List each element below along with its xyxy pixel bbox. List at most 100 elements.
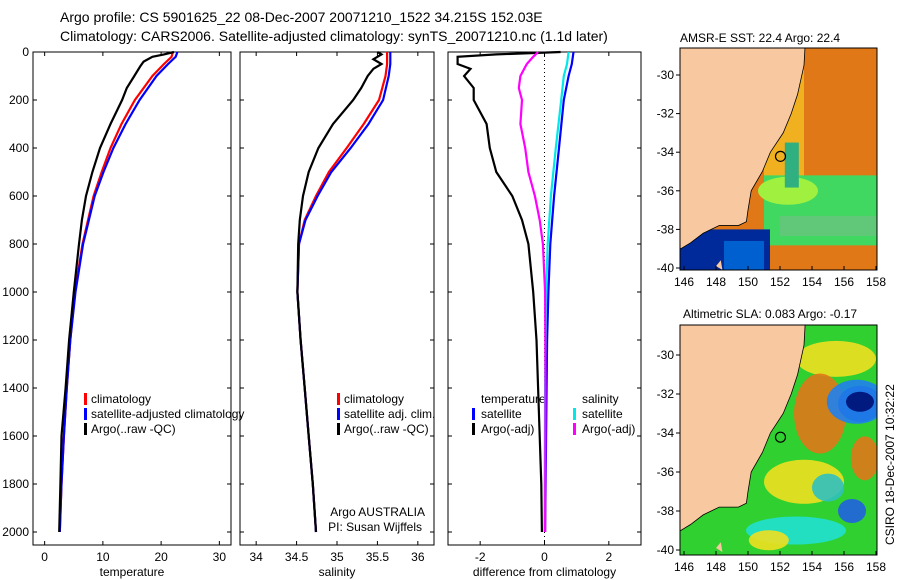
island — [716, 260, 723, 270]
land — [680, 325, 806, 531]
x-tick-label: 10 — [96, 550, 110, 564]
front — [758, 176, 818, 205]
legend-swatch-sal-argo — [573, 423, 576, 435]
y-tick-label: 800 — [9, 237, 29, 251]
x-axis-label: temperature — [100, 565, 165, 579]
legend-label: climatology — [344, 392, 404, 406]
map-field — [680, 325, 877, 555]
y-tick-label: 1600 — [2, 429, 29, 443]
legend-swatch-sal-satellite — [573, 408, 576, 420]
footer-stamp: CSIRO 18-Dec-2007 10:32:22 — [883, 384, 897, 545]
x-tick-label: 34 — [249, 550, 263, 564]
y-tick-label: 1000 — [2, 285, 29, 299]
difference-legend: temperature satellite Argo(-adj) salinit… — [472, 392, 635, 436]
sla-map-title: Altimetric SLA: 0.083 Argo: -0.17 — [683, 307, 857, 321]
y-tick-label: -30 — [657, 68, 675, 82]
anomaly-blob — [846, 391, 874, 412]
anomaly-blob — [812, 473, 844, 502]
y-tick-label: 1200 — [2, 333, 29, 347]
x-tick-label: 156 — [834, 560, 854, 574]
y-tick-label: 2000 — [2, 525, 29, 539]
x-tick-label: 146 — [674, 275, 694, 289]
y-tick-label: -34 — [657, 145, 675, 159]
y-tick-label: -32 — [657, 107, 675, 121]
x-tick-label: 154 — [802, 560, 822, 574]
x-tick-label: 36 — [411, 550, 425, 564]
salinity-legend: climatology satellite adj. clim. Argo(..… — [328, 392, 435, 534]
map-frame — [679, 47, 878, 271]
title-line-2: Climatology: CARS2006. Satellite-adjuste… — [60, 28, 608, 44]
legend-swatch-climatology — [84, 393, 87, 405]
legend-swatch-argo — [84, 423, 87, 435]
map-frame — [679, 324, 878, 556]
argo-position-marker — [774, 150, 787, 162]
y-tick-label: -40 — [657, 543, 675, 557]
y-tick-label: 0 — [22, 45, 29, 59]
legend-swatch-argo — [337, 423, 340, 435]
legend-label: climatology — [91, 392, 151, 406]
argo-pi: PI: Susan Wijffels — [328, 520, 422, 534]
y-tick-label: 600 — [9, 189, 29, 203]
legend-swatch-temp-satellite — [472, 408, 475, 420]
x-tick-label: 156 — [834, 275, 854, 289]
series-line-climatology — [58, 51, 174, 533]
temperature-legend: climatology satellite-adjusted climatolo… — [84, 392, 244, 436]
legend-label: satellite adj. clim. — [344, 407, 435, 421]
y-tick-label: -38 — [657, 504, 675, 518]
y-tick-label: 200 — [9, 93, 29, 107]
legend-label: satellite-adjusted climatology — [91, 407, 244, 421]
x-tick-label: 146 — [674, 560, 694, 574]
cool-band — [780, 215, 877, 236]
x-tick-label: 152 — [770, 275, 790, 289]
legend-label: Argo(..raw -QC) — [91, 422, 176, 436]
anomaly-blob — [796, 340, 876, 377]
x-tick-label: 152 — [770, 560, 790, 574]
island — [716, 542, 723, 552]
x-axis-label: salinity — [319, 565, 356, 579]
legend-title-temperature: temperature — [481, 392, 546, 406]
y-tick-label: -34 — [657, 426, 675, 440]
legend-label: Argo(..raw -QC) — [344, 422, 429, 436]
x-tick-label: 148 — [706, 275, 726, 289]
y-tick-label: -32 — [657, 387, 675, 401]
coastal-water — [784, 142, 799, 188]
x-tick-label: 20 — [154, 550, 168, 564]
legend-label: satellite — [582, 407, 623, 421]
x-tick-label: 2 — [605, 550, 612, 564]
y-tick-label: 1800 — [2, 477, 29, 491]
x-tick-label: -2 — [475, 550, 486, 564]
series-line-argo-raw-qc- — [58, 50, 175, 533]
legend-label: Argo(-adj) — [481, 422, 534, 436]
legend-label: satellite — [481, 407, 522, 421]
cold-water — [724, 240, 764, 270]
x-tick-label: 150 — [738, 560, 758, 574]
map-field — [680, 48, 877, 270]
x-tick-label: 158 — [866, 275, 886, 289]
legend-swatch-satellite — [337, 408, 340, 420]
y-tick-label: -36 — [657, 465, 675, 479]
profile-panel-salinity: 34 34.5 35 35.5 36 salinity — [239, 51, 435, 579]
x-tick-label: 30 — [213, 550, 227, 564]
legend-label: Argo(-adj) — [582, 422, 635, 436]
argo-position-marker — [774, 431, 787, 443]
x-axis-label: difference from climatology — [473, 565, 616, 579]
x-tick-label: 150 — [738, 275, 758, 289]
y-tick-label: 400 — [9, 141, 29, 155]
y-tick-label: -36 — [657, 184, 675, 198]
legend-swatch-temp-argo — [472, 423, 475, 435]
y-tick-label: -30 — [657, 348, 675, 362]
y-tick-label: -38 — [657, 222, 675, 236]
anomaly-blob — [838, 499, 866, 523]
series-line-satellite-adjusted-climatology — [58, 51, 179, 533]
legend-title-salinity: salinity — [582, 392, 619, 406]
sst-map: 146 148 150 152 154 156 158 -30 -32 -34 -36 -38 -40 — [657, 47, 886, 289]
series-line-temperature-satellite — [544, 51, 575, 533]
title-line-1: Argo profile: CS 5901625_22 08-Dec-2007 … — [60, 9, 543, 25]
series-line-argo-raw-qc- — [296, 51, 384, 533]
profile-panel-temperature: 0 10 20 30 0 200 400 600 800 1000 1200 1400 1600 1800… — [2, 45, 232, 579]
x-tick-label: 0 — [41, 550, 48, 564]
x-tick-label: 34.5 — [285, 550, 309, 564]
y-tick-label: -40 — [657, 261, 675, 275]
land — [680, 48, 806, 250]
